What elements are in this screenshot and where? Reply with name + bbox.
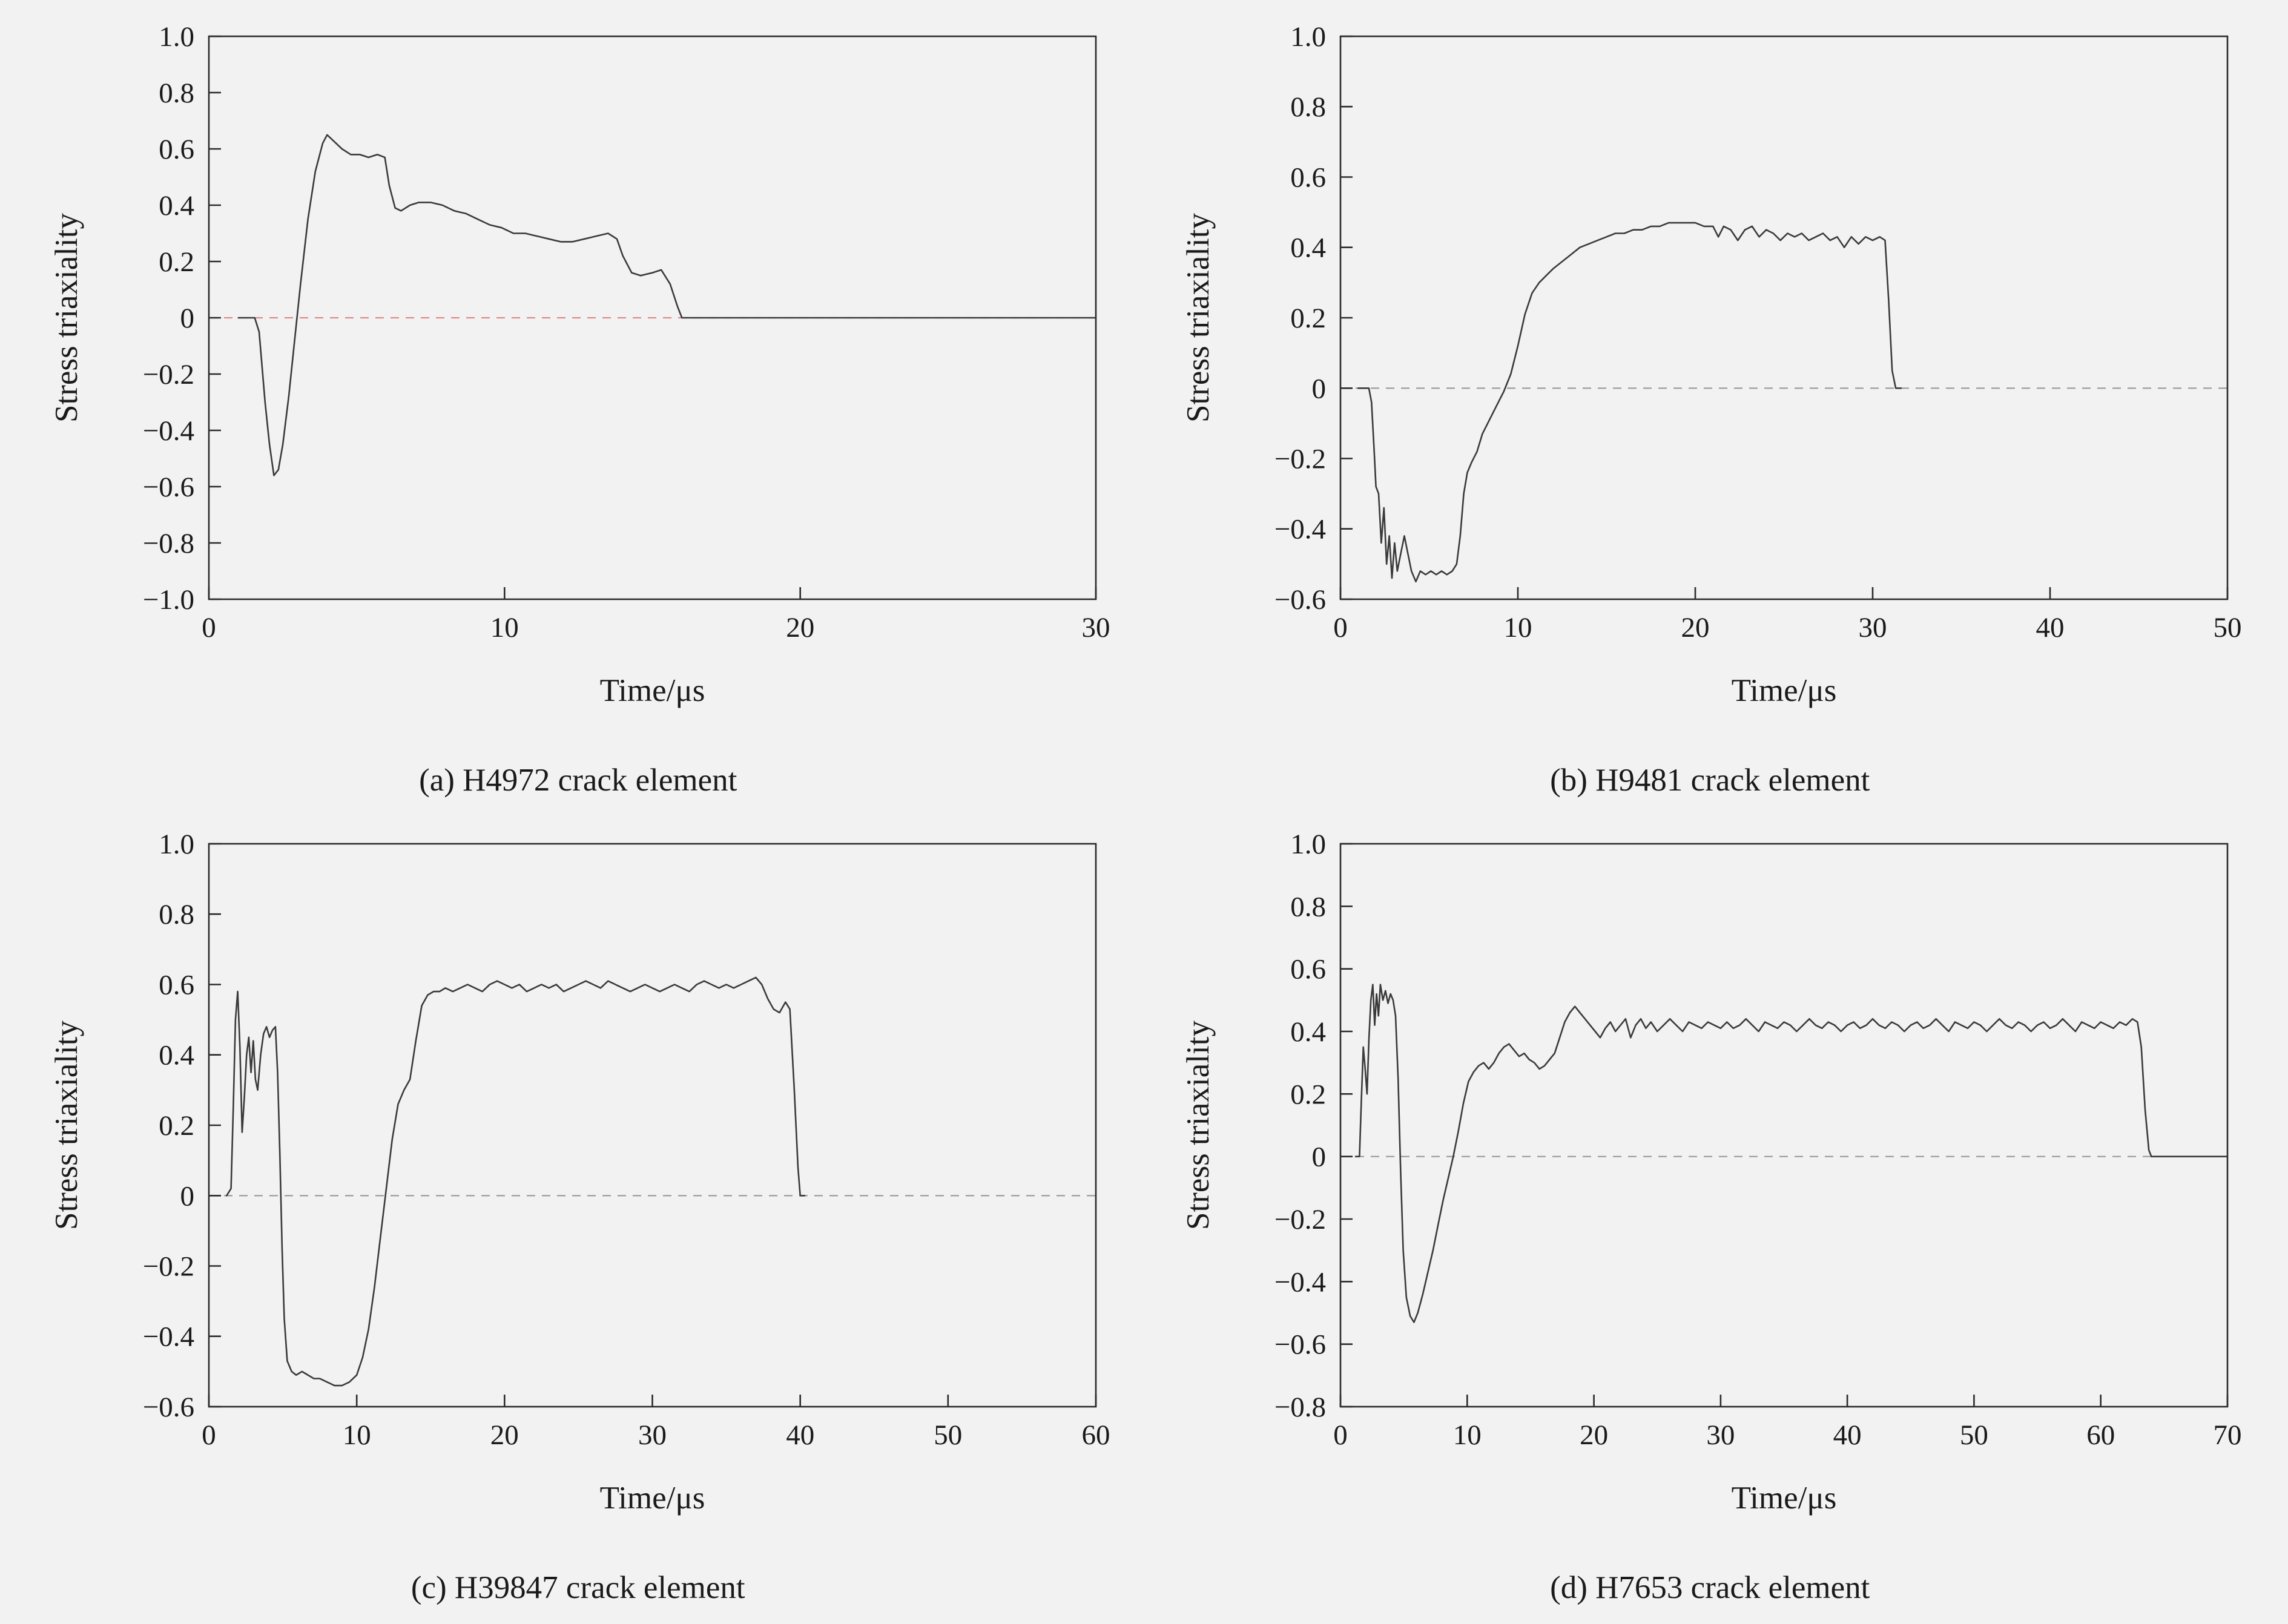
y-tick-label: −0.6 [142,472,194,503]
x-tick-label: 20 [786,612,814,643]
x-tick-label: 60 [1081,1419,1110,1451]
y-tick-label: −0.6 [142,1392,194,1423]
chart-panel-b: 0 10 20 30 40 50 −0.6 −0.4 −0.2 0 0.2 0.4 0.6 0.8 1.0 T… [1150,15,2270,798]
y-tick-label: −0.2 [142,359,194,390]
x-tick-label: 30 [1859,612,1887,643]
y-tick-label: −0.4 [1274,1266,1326,1298]
chart-caption-c: (c) H39847 crack element [410,1570,745,1605]
chart-panel-a: 0 10 20 30 −1.0 −0.8 −0.6 −0.4 −0.2 0 0.2 0.4 0.6 0.8… [18,15,1138,798]
y-tick-label: 0.4 [1291,1016,1327,1048]
y-tick-label: −0.4 [142,1321,194,1353]
series-line [1355,984,2229,1323]
series-line [1357,222,1902,583]
x-tick-label: 0 [202,1419,216,1451]
axes-box [1339,843,2229,1408]
x-axis-label: Time/μs [599,673,705,708]
x-tick-label: 60 [2086,1419,2115,1451]
x-tick-label: 10 [490,612,519,643]
y-tick-label: −0.2 [142,1251,194,1283]
x-tick-label: 0 [1334,1419,1348,1451]
y-tick-label: 0.8 [159,899,194,930]
x-axis-label: Time/μs [1732,1481,1837,1516]
x-tick-label: 30 [1081,612,1110,643]
x-tick-label: 10 [1504,612,1532,643]
chart-c: 0 10 20 30 40 50 60 −0.6 −0.4 −0.2 0 0.2 0.4 0.6 0.8 1.… [27,823,1129,1561]
y-tick-label: 0.6 [1291,954,1327,985]
y-axis-label: Stress triaxiality [1181,1021,1216,1230]
x-axis-label: Time/μs [1732,673,1837,708]
y-tick-label: −0.4 [1274,514,1326,545]
y-tick-label: 0.4 [159,190,194,222]
x-tick-label: 30 [1707,1419,1735,1451]
x-tick-label: 40 [786,1419,814,1451]
x-tick-label: 30 [638,1419,667,1451]
y-tick-label: −0.6 [1274,584,1326,616]
y-tick-label: −0.8 [1274,1392,1326,1423]
x-tick-label: 50 [1960,1419,1988,1451]
y-tick-label: 0 [180,303,194,334]
chart-canvas-b: 0 10 20 30 40 50 −0.6 −0.4 −0.2 0 0.2 0.4 0.6 0.8 1.0 T… [1181,21,2242,708]
y-tick-label: −0.2 [1274,444,1326,475]
x-tick-label: 20 [1580,1419,1608,1451]
y-tick-label: 0 [1312,373,1327,404]
chart-caption-b: (b) H9481 crack element [1550,763,1870,798]
y-tick-label: 0.6 [159,134,194,165]
y-tick-label: 0.2 [159,246,194,278]
y-tick-label: 1.0 [159,21,194,53]
x-tick-label: 20 [490,1419,519,1451]
y-tick-label: 0.2 [1291,1079,1327,1110]
x-tick-label: 0 [202,612,216,643]
x-tick-label: 10 [1453,1419,1482,1451]
chart-canvas-d: 0 10 20 30 40 50 60 70 −0.8 −0.6 −0.4 −0.2 0 0.2 0.4 0.… [1181,829,2242,1516]
y-tick-label: −0.8 [142,528,194,559]
chart-caption-a: (a) H4972 crack element [419,763,737,798]
x-tick-label: 10 [342,1419,371,1451]
y-tick-label: 0.2 [1291,303,1327,334]
x-tick-label: 40 [1833,1419,1862,1451]
y-tick-label: 0.4 [159,1040,194,1071]
y-tick-label: 0.2 [159,1110,194,1142]
chart-panel-d: 0 10 20 30 40 50 60 70 −0.8 −0.6 −0.4 −0.2 0 0.2 0.4 0.… [1150,823,2270,1606]
y-tick-label: −0.4 [142,415,194,447]
chart-d: 0 10 20 30 40 50 60 70 −0.8 −0.6 −0.4 −0.2 0 0.2 0.4 0.… [1159,823,2261,1561]
x-tick-label: 50 [934,1419,962,1451]
y-tick-label: 1.0 [1291,21,1327,53]
x-axis-label: Time/μs [599,1481,705,1516]
y-tick-label: 0.8 [1291,891,1327,922]
y-axis-label: Stress triaxiality [1181,213,1216,422]
y-tick-label: 0.8 [159,77,194,109]
y-tick-label: 0 [180,1180,194,1212]
axes-box [1339,35,2229,600]
y-tick-label: 1.0 [1291,829,1327,860]
y-tick-label: 0.4 [1291,232,1327,264]
x-tick-label: 50 [2214,612,2242,643]
chart-canvas-a: 0 10 20 30 −1.0 −0.8 −0.6 −0.4 −0.2 0 0.2 0.4 0.6 0.8… [49,21,1110,708]
axes-box [208,843,1097,1408]
series-line [225,976,806,1387]
chart-panel-c: 0 10 20 30 40 50 60 −0.6 −0.4 −0.2 0 0.2 0.4 0.6 0.8 1.… [18,823,1138,1606]
y-tick-label: 0.8 [1291,91,1327,123]
x-tick-label: 40 [2036,612,2065,643]
x-tick-label: 20 [1681,612,1710,643]
y-tick-label: −1.0 [142,584,194,616]
y-axis-label: Stress triaxiality [49,213,84,422]
x-tick-label: 70 [2214,1419,2242,1451]
x-tick-label: 0 [1334,612,1348,643]
y-tick-label: 0 [1312,1142,1327,1173]
chart-caption-d: (d) H7653 crack element [1550,1570,1870,1605]
y-tick-label: 1.0 [159,829,194,860]
y-tick-label: −0.2 [1274,1204,1326,1235]
y-axis-label: Stress triaxiality [49,1021,84,1230]
y-tick-label: −0.6 [1274,1329,1326,1361]
chart-b: 0 10 20 30 40 50 −0.6 −0.4 −0.2 0 0.2 0.4 0.6 0.8 1.0 T… [1159,15,2261,754]
chart-canvas-c: 0 10 20 30 40 50 60 −0.6 −0.4 −0.2 0 0.2 0.4 0.6 0.8 1.… [49,829,1110,1516]
y-tick-label: 0.6 [159,970,194,1001]
series-line [237,134,1097,476]
chart-a: 0 10 20 30 −1.0 −0.8 −0.6 −0.4 −0.2 0 0.2 0.4 0.6 0.8… [27,15,1129,754]
y-tick-label: 0.6 [1291,162,1327,194]
